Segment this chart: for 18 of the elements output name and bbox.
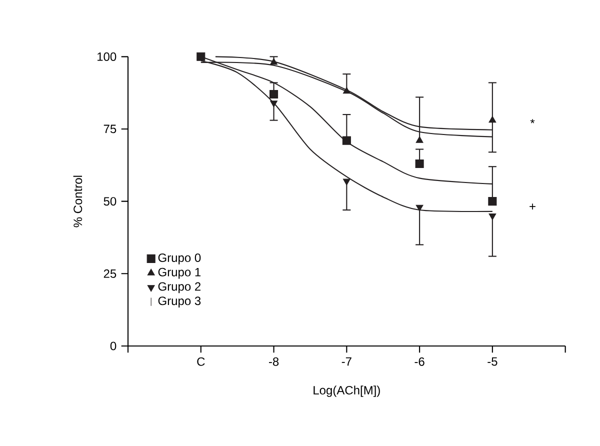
y-axis-title: % Control [73,176,82,228]
y-tick-label: 25 [104,269,116,278]
annotation: * [530,119,535,124]
legend-label: Grupo 1 [158,268,201,279]
legend-label: Grupo 0 [158,253,201,264]
legend-label: Grupo 2 [158,282,200,294]
x-axis-title: Log(ACh[M]) [314,386,380,397]
x-tick-label: -5 [488,357,498,366]
legend-label: Grupo 3 [158,296,201,308]
x-tick-label: -6 [414,357,424,366]
y-tick-label: 100 [98,52,116,61]
x-tick-label: C [197,357,205,366]
annotation: + [530,204,536,210]
y-tick-label: 75 [104,124,116,134]
y-tick-label: 50 [104,197,116,206]
x-tick-label: -7 [342,357,352,366]
y-tick-label: 0 [110,342,116,350]
x-tick-label: -8 [268,357,279,366]
